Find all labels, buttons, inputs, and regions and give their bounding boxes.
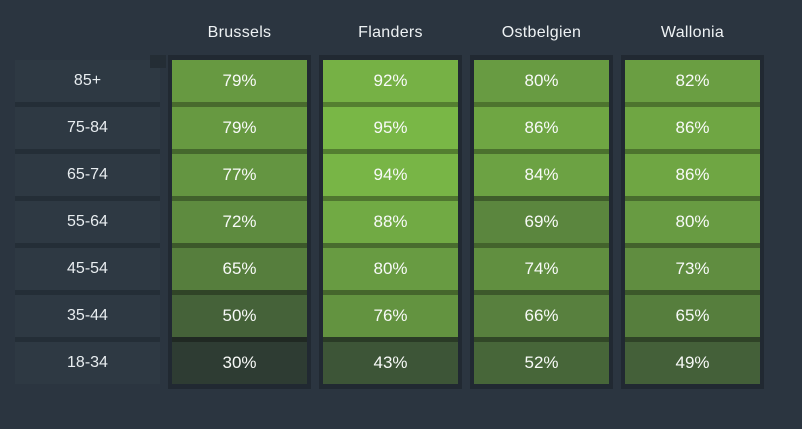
heatmap-cell-85-brussels[interactable]: 79% bbox=[172, 60, 307, 102]
row-label-45-54: 45-54 bbox=[15, 243, 160, 290]
heatmap-cell-18-34-wallonia[interactable]: 49% bbox=[625, 337, 760, 384]
row-labels: 85+ 75-84 65-74 55-64 45-54 35-44 18-34 bbox=[15, 55, 160, 389]
row-label-35-44: 35-44 bbox=[15, 290, 160, 337]
heatmap-cell-18-34-flanders[interactable]: 43% bbox=[323, 337, 458, 384]
heatmap-cell-65-74-ostbelgien[interactable]: 84% bbox=[474, 149, 609, 196]
heatmap-cell-35-44-ostbelgien[interactable]: 66% bbox=[474, 290, 609, 337]
heatmap-cell-45-54-brussels[interactable]: 65% bbox=[172, 243, 307, 290]
heatmap-cell-75-84-flanders[interactable]: 95% bbox=[323, 102, 458, 149]
heatmap-cell-35-44-flanders[interactable]: 76% bbox=[323, 290, 458, 337]
heatmap-cell-18-34-brussels[interactable]: 30% bbox=[172, 337, 307, 384]
heatmap-cell-75-84-ostbelgien[interactable]: 86% bbox=[474, 102, 609, 149]
heatmap-grid: 85+ 75-84 65-74 55-64 45-54 35-44 18-34 79% 79%… bbox=[0, 55, 802, 389]
heatmap-cell-75-84-brussels[interactable]: 79% bbox=[172, 102, 307, 149]
heatmap-column-wallonia: 82% 86% 86% 80% 73% 65% 49% bbox=[621, 55, 764, 389]
heatmap-cell-35-44-wallonia[interactable]: 65% bbox=[625, 290, 760, 337]
heatmap-column-flanders: 92% 95% 94% 88% 80% 76% 43% bbox=[319, 55, 462, 389]
heatmap-cell-65-74-brussels[interactable]: 77% bbox=[172, 149, 307, 196]
heatmap-cell-85-wallonia[interactable]: 82% bbox=[625, 60, 760, 102]
heatmap-column-ostbelgien: 80% 86% 84% 69% 74% 66% 52% bbox=[470, 55, 613, 389]
heatmap-cell-45-54-flanders[interactable]: 80% bbox=[323, 243, 458, 290]
heatmap-cell-55-64-brussels[interactable]: 72% bbox=[172, 196, 307, 243]
heatmap-cell-55-64-flanders[interactable]: 88% bbox=[323, 196, 458, 243]
row-label-75-84: 75-84 bbox=[15, 102, 160, 149]
grid-corner-notch bbox=[150, 55, 166, 68]
heatmap-cell-55-64-wallonia[interactable]: 80% bbox=[625, 196, 760, 243]
row-label-18-34: 18-34 bbox=[15, 337, 160, 384]
heatmap-cell-35-44-brussels[interactable]: 50% bbox=[172, 290, 307, 337]
heatmap-cell-75-84-wallonia[interactable]: 86% bbox=[625, 102, 760, 149]
column-header-flanders: Flanders bbox=[358, 23, 423, 41]
column-header-brussels: Brussels bbox=[207, 23, 272, 41]
heatmap-column-brussels: 79% 79% 77% 72% 65% 50% 30% bbox=[168, 55, 311, 389]
column-header-ostbelgien: Ostbelgien bbox=[501, 23, 582, 41]
row-label-85: 85+ bbox=[15, 60, 160, 102]
heatmap-cell-18-34-ostbelgien[interactable]: 52% bbox=[474, 337, 609, 384]
heatmap-cell-55-64-ostbelgien[interactable]: 69% bbox=[474, 196, 609, 243]
heatmap-cell-45-54-wallonia[interactable]: 73% bbox=[625, 243, 760, 290]
heatmap-cell-85-ostbelgien[interactable]: 80% bbox=[474, 60, 609, 102]
heatmap-cell-45-54-ostbelgien[interactable]: 74% bbox=[474, 243, 609, 290]
column-headers: Brussels Flanders Ostbelgien Wallonia bbox=[0, 0, 802, 55]
heatmap-cell-85-flanders[interactable]: 92% bbox=[323, 60, 458, 102]
row-label-55-64: 55-64 bbox=[15, 196, 160, 243]
heatmap-cell-65-74-wallonia[interactable]: 86% bbox=[625, 149, 760, 196]
heatmap-cell-65-74-flanders[interactable]: 94% bbox=[323, 149, 458, 196]
row-label-65-74: 65-74 bbox=[15, 149, 160, 196]
column-header-wallonia: Wallonia bbox=[660, 23, 725, 41]
